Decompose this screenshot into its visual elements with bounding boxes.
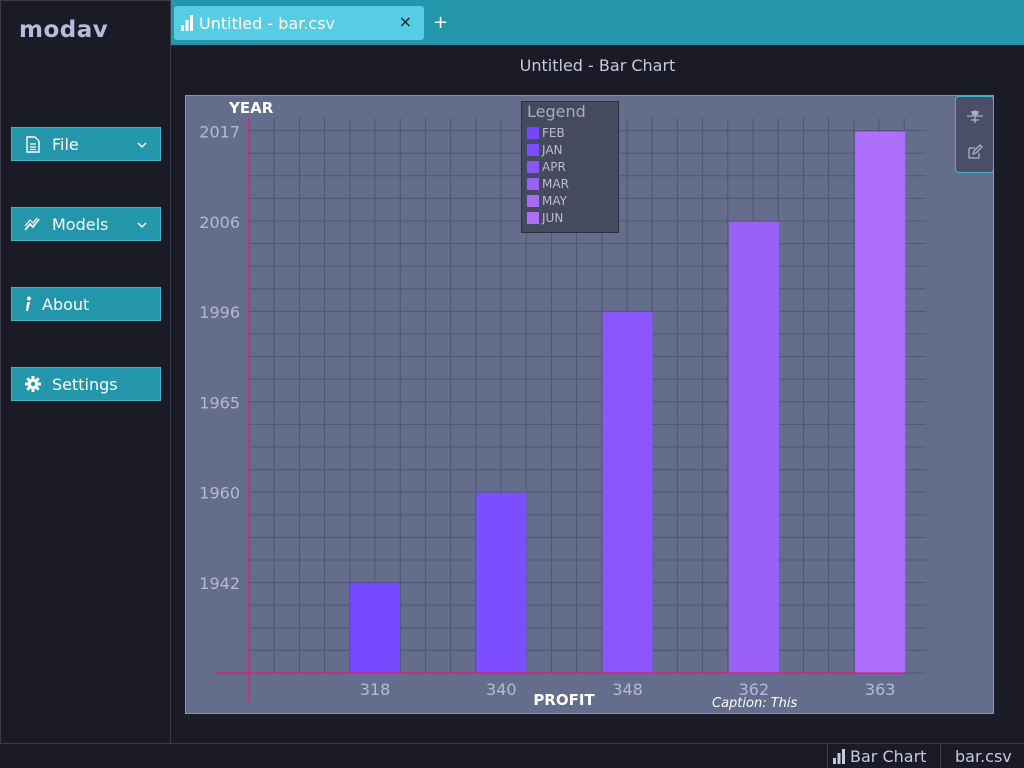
legend-swatch (527, 127, 539, 139)
y-tick-label: 2017 (199, 123, 240, 142)
legend-label: JAN (542, 143, 563, 157)
edit-icon[interactable] (966, 143, 984, 161)
x-axis-label: PROFIT (533, 691, 595, 709)
status-file-name: bar.csv (940, 744, 1024, 768)
bar-362 (728, 221, 779, 674)
y-tick-label: 2006 (199, 213, 240, 232)
legend-item[interactable]: APR (527, 160, 566, 174)
add-tab-button[interactable]: + (433, 12, 449, 33)
sidebar-item-label: File (52, 134, 79, 154)
x-tick-label: 363 (865, 680, 896, 699)
legend-item[interactable]: FEB (527, 126, 565, 140)
close-tab-icon[interactable]: × (398, 12, 412, 31)
sidebar-item-label: About (42, 294, 90, 314)
pin-icon[interactable] (966, 107, 984, 125)
tab-bar: Untitled - bar.csv × + (171, 0, 1024, 45)
line-chart-icon (24, 215, 42, 233)
x-tick-label: 348 (612, 680, 643, 699)
sidebar-item-file[interactable]: File (11, 127, 161, 161)
bar-363 (855, 131, 906, 673)
legend-swatch (527, 212, 539, 224)
sidebar-item-models[interactable]: Models (11, 207, 161, 241)
legend-label: MAY (542, 194, 567, 208)
sidebar-item-label: Settings (52, 374, 118, 394)
legend-label: FEB (542, 126, 565, 140)
bar-chart-icon (180, 15, 194, 31)
legend-swatch (527, 161, 539, 173)
tab-label: Untitled - bar.csv (199, 13, 335, 33)
legend-item[interactable]: JUN (527, 211, 563, 225)
bar-348 (602, 312, 653, 673)
chart-legend: Legend FEB JAN APR MAR MAY JUN (521, 101, 619, 233)
x-tick-label: 318 (360, 680, 391, 699)
sidebar-item-about[interactable]: About (11, 287, 161, 321)
info-icon (22, 295, 34, 313)
bar-chart-icon (832, 749, 846, 764)
legend-swatch (527, 195, 539, 207)
legend-swatch (527, 178, 539, 190)
bar-340 (476, 492, 527, 673)
legend-label: MAR (542, 177, 569, 191)
y-axis-label: YEAR (228, 99, 274, 117)
y-tick-label: 1996 (199, 303, 240, 322)
x-tick-label: 362 (739, 680, 770, 699)
status-chart-label: Bar Chart (850, 747, 927, 766)
legend-swatch (527, 144, 539, 156)
y-tick-label: 1942 (199, 574, 240, 593)
legend-title: Legend (527, 102, 586, 121)
sidebar: modav File Models About Settings (0, 0, 171, 743)
page-title: Untitled - Bar Chart (519, 56, 676, 75)
legend-item[interactable]: JAN (527, 143, 563, 157)
chevron-down-icon (136, 137, 148, 156)
y-tick-label: 1965 (199, 393, 240, 412)
legend-label: JUN (542, 211, 564, 225)
legend-item[interactable]: MAY (527, 194, 567, 208)
status-bar: Bar Chart bar.csv (0, 743, 1024, 768)
sidebar-item-settings[interactable]: Settings (11, 367, 161, 401)
legend-item[interactable]: MAR (527, 177, 569, 191)
chart-toolbox (955, 96, 994, 173)
chevron-down-icon (136, 217, 148, 236)
status-chart-type: Bar Chart (827, 744, 940, 768)
chart-caption: Caption: This (712, 696, 798, 711)
bar-318 (350, 583, 400, 673)
document-icon (24, 135, 42, 153)
gear-icon (24, 375, 42, 393)
app-brand: modav (19, 17, 109, 43)
legend-label: APR (542, 160, 566, 174)
x-tick-label: 340 (486, 680, 517, 699)
y-tick-label: 1960 (199, 484, 240, 503)
tab-untitled-bar-csv[interactable]: Untitled - bar.csv × (174, 6, 424, 40)
sidebar-item-label: Models (52, 214, 109, 234)
